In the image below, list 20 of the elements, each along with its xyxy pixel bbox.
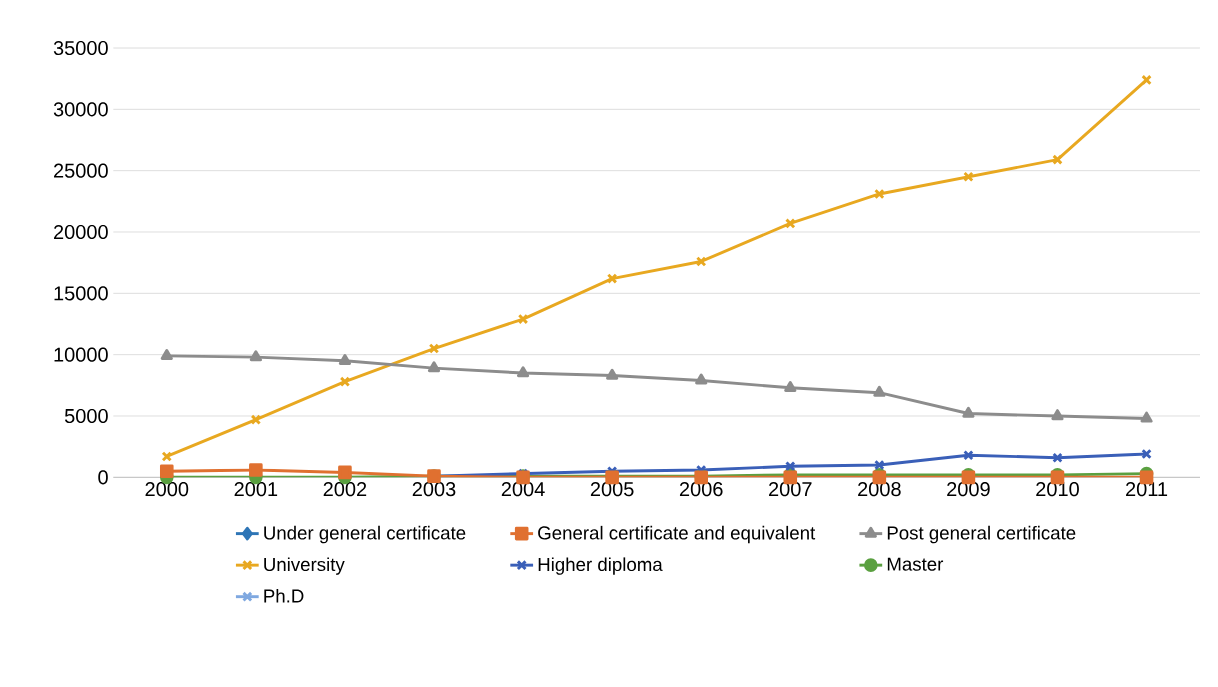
- x-tick-label: 2002: [323, 482, 367, 497]
- legend-label: Post general certificate: [887, 526, 1076, 544]
- x-tick-label: 2010: [1036, 482, 1079, 497]
- legend-label: Under general certificate: [264, 526, 466, 544]
- legend-label: Master: [887, 557, 944, 571]
- y-tick-label: 15000: [54, 286, 108, 301]
- y-tick-label: 10000: [54, 347, 108, 362]
- legend-label: Ph.D: [264, 589, 304, 603]
- y-tick-label: 25000: [54, 163, 108, 178]
- y-tick-label: 5000: [64, 409, 108, 424]
- y-tick-label: 35000: [53, 41, 108, 56]
- y-tick-label: 0: [98, 470, 108, 485]
- x-tick-label: 2000: [145, 482, 189, 497]
- y-tick-label: 30000: [53, 102, 108, 117]
- legend-label: Higher diploma: [538, 557, 663, 575]
- x-tick-label: 2003: [412, 482, 456, 497]
- x-tick-label: 2001: [234, 482, 278, 497]
- legend-label: General certificate and equivalent: [538, 526, 816, 544]
- legend-label: University: [264, 557, 345, 575]
- y-tick-label: 20000: [54, 225, 108, 240]
